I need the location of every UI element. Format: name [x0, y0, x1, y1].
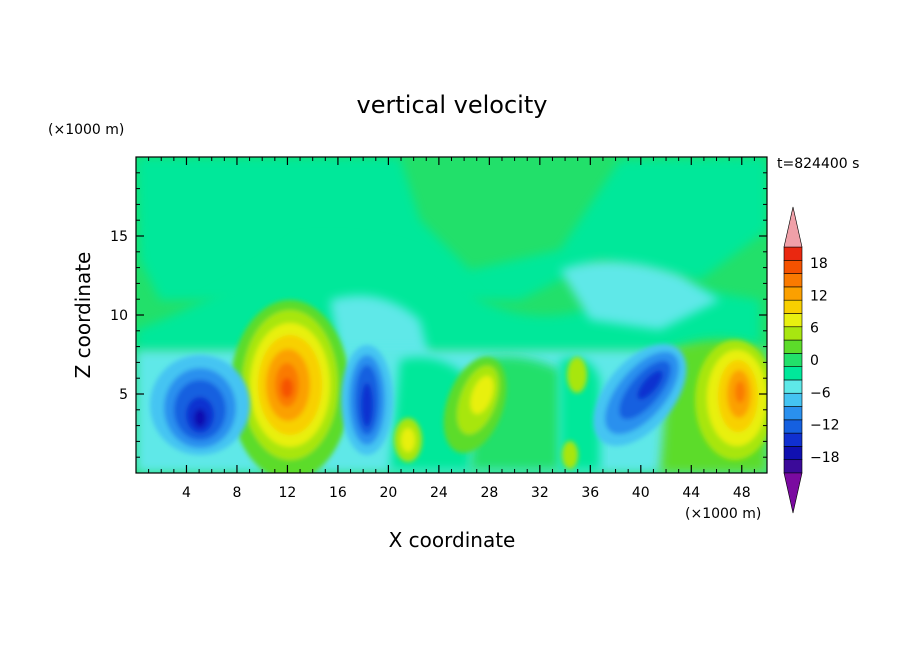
y-tick-label: 15 — [110, 229, 128, 245]
colorbar-tick-label: −6 — [810, 385, 831, 401]
x-tick-label: 16 — [329, 485, 347, 501]
x-tick-label: 48 — [733, 485, 751, 501]
y-axis-label: Z coordinate — [71, 252, 95, 379]
colorbar-segment — [783, 299, 803, 314]
colorbar-tick-label: −12 — [810, 418, 840, 434]
x-tick-label: 40 — [632, 485, 650, 501]
x-tick-label: 20 — [379, 485, 397, 501]
x-tick-label: 44 — [682, 485, 700, 501]
colorbar-tick-label: 18 — [810, 256, 828, 272]
time-label: t=824400 s — [777, 156, 859, 172]
colorbar-tick-label: 0 — [810, 353, 819, 369]
chart-title: vertical velocity — [357, 91, 548, 119]
x-tick-label: 32 — [531, 485, 549, 501]
colorbar-segment — [783, 286, 803, 301]
colorbar-segment — [783, 259, 803, 274]
colorbar-segment — [783, 406, 803, 421]
colorbar-segment — [783, 446, 803, 461]
colorbar: 18 12 6 0 −6 −12 −18 — [783, 206, 840, 514]
colorbar-min-arrow — [783, 472, 803, 514]
x-axis-label: X coordinate — [389, 528, 516, 552]
colorbar-segment — [783, 366, 803, 381]
colorbar-segment — [783, 326, 803, 341]
colorbar-tick-label: 12 — [810, 288, 828, 304]
colorbar-max-arrow — [783, 206, 803, 248]
colorbar-segment — [783, 353, 803, 367]
x-axis: 4 8 12 16 20 24 28 32 36 40 44 48 — [148, 157, 755, 501]
colorbar-segment — [783, 432, 803, 447]
colorbar-segment — [783, 419, 803, 434]
x-tick-label: 28 — [480, 485, 498, 501]
x-tick-label: 12 — [279, 485, 297, 501]
x-tick-label: 8 — [232, 485, 241, 501]
colorbar-tick-label: 6 — [810, 321, 819, 337]
y-tick-label: 10 — [110, 308, 128, 324]
colorbar-segment — [783, 313, 803, 328]
colorbar-segment — [783, 379, 803, 394]
x-axis-unit: (×1000 m) — [685, 506, 761, 522]
y-axis: 5 10 15 — [110, 172, 767, 458]
colorbar-segment — [783, 459, 803, 474]
x-tick-label: 36 — [581, 485, 599, 501]
x-tick-label: 24 — [430, 485, 448, 501]
colorbar-segment — [783, 246, 803, 261]
y-axis-unit: (×1000 m) — [48, 122, 124, 138]
contour-field — [136, 157, 767, 473]
x-tick-label: 4 — [182, 485, 191, 501]
colorbar-tick-label: −18 — [810, 450, 840, 466]
y-tick-label: 5 — [119, 387, 128, 403]
colorbar-segment — [783, 273, 803, 288]
colorbar-segment — [783, 339, 803, 354]
colorbar-segment — [783, 392, 803, 407]
